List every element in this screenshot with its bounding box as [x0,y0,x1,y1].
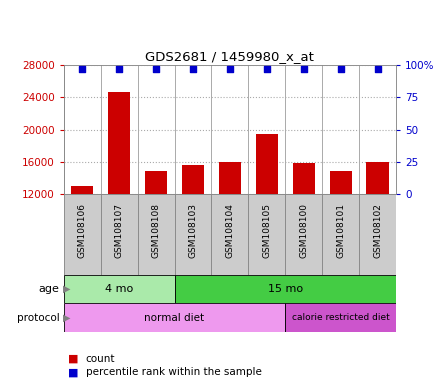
Bar [330,171,352,194]
Bar [285,303,396,332]
Bar [64,303,285,332]
Text: protocol: protocol [17,313,59,323]
Bar [293,163,315,194]
Text: GSM108105: GSM108105 [262,203,271,258]
Point [374,66,381,72]
Point [153,66,160,72]
Bar [322,194,359,275]
Point [190,66,197,72]
Bar [108,92,130,194]
Text: calorie restricted diet: calorie restricted diet [292,313,389,322]
Text: GSM108107: GSM108107 [115,203,124,258]
Bar [182,165,204,194]
Text: GSM108100: GSM108100 [299,203,308,258]
Bar [256,134,278,194]
Bar [175,194,212,275]
Text: GSM108102: GSM108102 [373,203,382,258]
Bar [71,186,93,194]
Text: ■: ■ [68,367,79,377]
Bar [219,162,241,194]
Text: GSM108103: GSM108103 [188,203,198,258]
Text: normal diet: normal diet [144,313,205,323]
Text: 4 mo: 4 mo [105,284,133,294]
Point [227,66,234,72]
Text: age: age [39,284,59,294]
Point [263,66,270,72]
Text: GSM108104: GSM108104 [225,203,235,258]
Point [300,66,307,72]
Bar [64,194,101,275]
Text: ■: ■ [68,354,79,364]
Text: GSM108108: GSM108108 [151,203,161,258]
Text: 15 mo: 15 mo [268,284,303,294]
Point [116,66,123,72]
Text: ▶: ▶ [62,313,70,323]
Bar [138,194,175,275]
Bar [248,194,285,275]
Text: GSM108101: GSM108101 [336,203,345,258]
Text: GSM108106: GSM108106 [78,203,87,258]
Text: ▶: ▶ [62,284,70,294]
Bar [367,162,389,194]
Point [79,66,86,72]
Text: count: count [86,354,115,364]
Bar [145,171,167,194]
Bar [359,194,396,275]
Bar [212,194,248,275]
Bar [175,275,396,303]
Point [337,66,344,72]
Title: GDS2681 / 1459980_x_at: GDS2681 / 1459980_x_at [146,50,314,63]
Bar [285,194,322,275]
Bar [64,275,175,303]
Bar [101,194,138,275]
Text: percentile rank within the sample: percentile rank within the sample [86,367,262,377]
